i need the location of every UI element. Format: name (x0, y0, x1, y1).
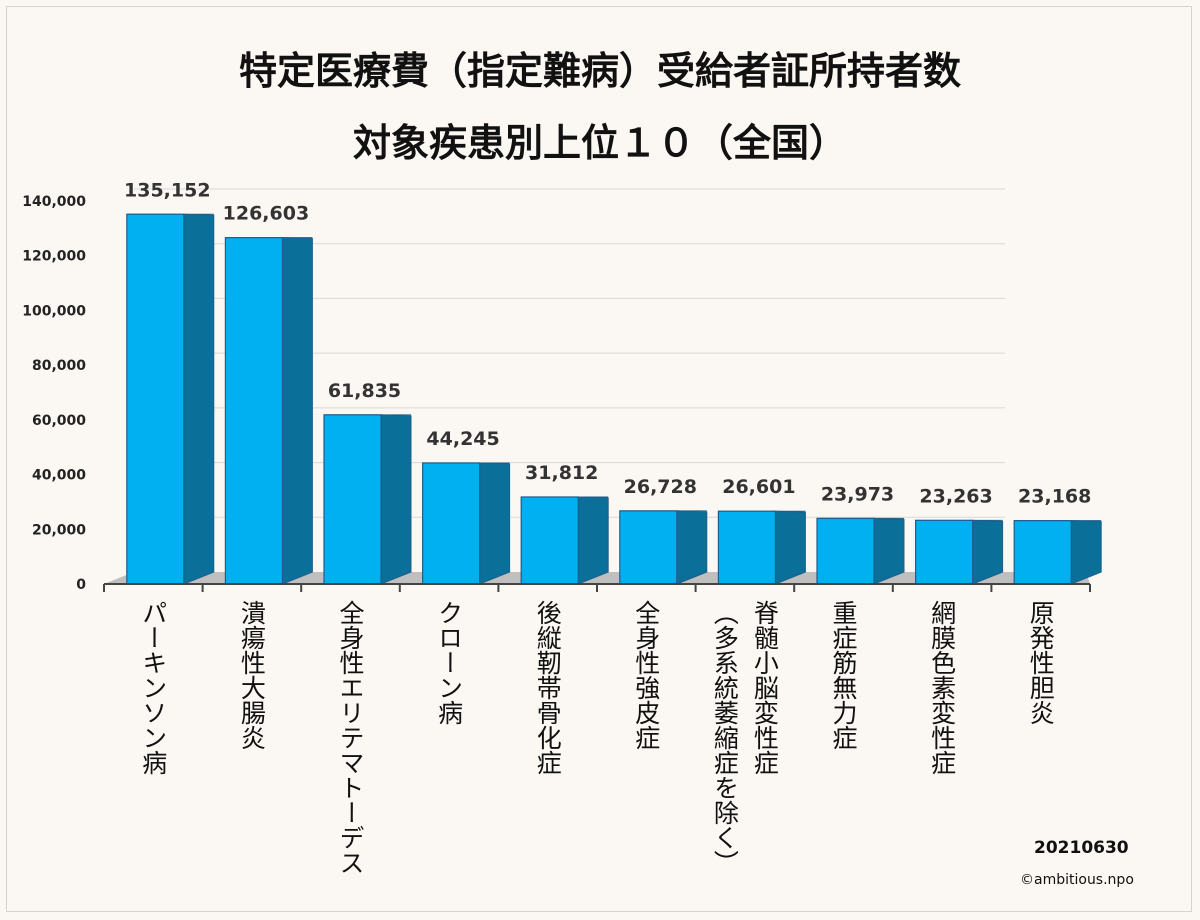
bar-side-face (873, 517, 905, 585)
bar-data-label: 26,601 (722, 476, 795, 498)
bar-data-label: 126,603 (223, 203, 310, 225)
copyright-credit: ©ambitious.npo (1020, 872, 1134, 888)
bar-data-label: 31,812 (525, 462, 598, 484)
bar (224, 237, 283, 585)
x-category-label: 全身性エリテマトーデス (336, 600, 365, 875)
bar (816, 517, 875, 585)
bar-data-label: 23,263 (919, 485, 992, 507)
y-tick-label: 20,000 (32, 522, 86, 538)
bar-side-face (1070, 520, 1102, 585)
bar-side-face (676, 510, 708, 585)
y-tick-label: 80,000 (32, 358, 86, 374)
bar-data-label: 135,152 (124, 179, 211, 201)
x-category-label: 潰瘍性大腸炎 (237, 600, 266, 750)
bar (914, 519, 974, 585)
y-tick-label: 140,000 (22, 194, 86, 210)
x-category-label: 網膜色素変性症 (928, 600, 957, 775)
x-category-label: 重症筋無力症 (829, 600, 858, 750)
bar (717, 510, 777, 585)
bar (323, 414, 382, 585)
bar (619, 510, 678, 585)
x-category-label: 原発性胆炎 (1026, 600, 1055, 725)
x-category-label: 後縦靭帯骨化症 (533, 600, 562, 775)
bar-side-face (577, 496, 609, 585)
bar (422, 462, 481, 585)
x-category-label: パーキンソン病 (139, 600, 168, 775)
y-tick-label: 60,000 (32, 413, 86, 429)
chart-frame (6, 6, 1192, 912)
x-category-label: 全身性強皮症 (632, 600, 661, 750)
bar-side-face (479, 462, 511, 585)
y-tick-label: 40,000 (32, 468, 86, 484)
bar-side-face (183, 213, 215, 585)
bar (520, 496, 579, 585)
bar-side-face (774, 510, 806, 585)
bar-data-label: 44,245 (426, 428, 499, 450)
chart-title-line-1: 特定医療費（指定難病）受給者証所持者数 (238, 49, 961, 93)
y-tick-label: 0 (76, 577, 86, 593)
chart-title-line-2: 対象疾患別上位１０（全国） (352, 121, 847, 165)
bar-side-face (281, 237, 313, 585)
y-tick-label: 120,000 (22, 249, 86, 265)
x-category-label: （多系統萎縮症を除く） (710, 600, 739, 875)
bar (1013, 520, 1072, 585)
bar-data-label: 23,973 (821, 483, 894, 505)
bar-data-label: 23,168 (1018, 486, 1091, 508)
bar-data-label: 61,835 (328, 380, 401, 402)
x-category-label: 脊髄小脳変性症 (750, 600, 779, 775)
bar-data-label: 26,728 (624, 476, 697, 498)
x-category-label: クローン病 (435, 600, 464, 725)
bar (126, 213, 185, 585)
date-stamp: 20210630 (1034, 838, 1129, 858)
y-tick-label: 100,000 (22, 303, 86, 319)
bar-side-face (380, 414, 412, 585)
